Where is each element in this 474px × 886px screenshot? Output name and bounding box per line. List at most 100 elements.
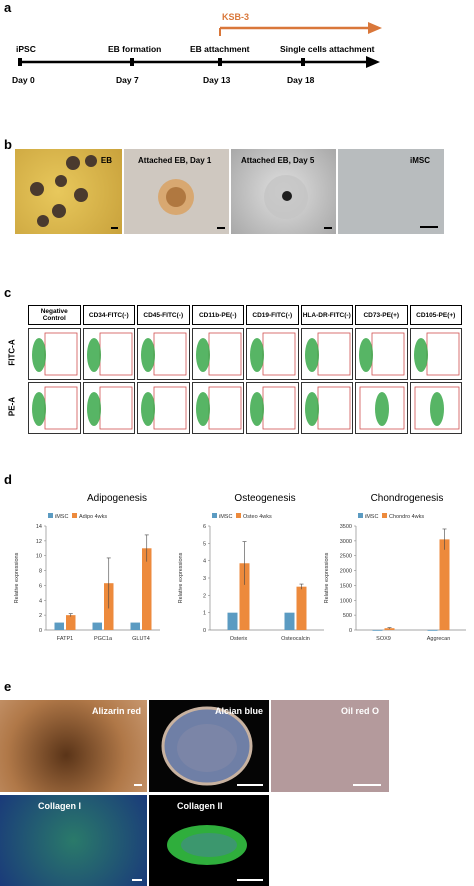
legend-swatch xyxy=(72,513,77,518)
scale-bar xyxy=(132,879,142,881)
tick-day7 xyxy=(130,58,134,66)
stage-single-cells: Single cells attachment xyxy=(280,44,375,54)
micrograph-label-eb: EB xyxy=(100,156,112,165)
panel-label-c: c xyxy=(4,285,12,300)
tick-day18 xyxy=(301,58,305,66)
scale-bar xyxy=(237,879,263,881)
micrograph-alizarin-red: Alizarin red xyxy=(0,700,147,792)
flow-header-6: CD73-PE(+) xyxy=(355,305,408,325)
chart-osteogenesis: iMSC Osteo 4wks 0 1 2 3 4 5 6 Relative expression… xyxy=(178,513,324,642)
micrograph-collagen-i: Collagen I xyxy=(0,795,147,886)
legend-swatch xyxy=(236,513,241,518)
stage-eb-formation: EB formation xyxy=(108,44,162,54)
treatment-arrow-head xyxy=(368,22,382,34)
flow-header-3: CD11b-PE(-) xyxy=(191,305,244,325)
y-tick-label: 4 xyxy=(203,559,206,565)
tick-day13 xyxy=(218,58,222,66)
bar xyxy=(142,548,152,630)
flow-plot xyxy=(191,328,244,380)
y-axis-label: Relative expressions xyxy=(14,552,20,603)
legend-swatch xyxy=(48,513,53,518)
flow-header-1: CD34-FITC(-) xyxy=(82,305,135,325)
legend-swatch xyxy=(212,513,217,518)
flow-plot xyxy=(137,328,190,380)
flow-row-label-0: FITC-A xyxy=(7,339,17,366)
y-axis-label: Relative expressions xyxy=(324,552,330,603)
bar xyxy=(239,563,250,630)
x-tick-label: Osterix xyxy=(230,636,248,642)
legend-label: iMSC xyxy=(219,514,232,520)
y-tick-label: 1000 xyxy=(340,598,352,604)
y-tick-label: 2 xyxy=(39,613,42,619)
bar xyxy=(130,622,140,630)
bar xyxy=(92,622,102,630)
micrograph-attached-eb-day5: Attached EB, Day 5 xyxy=(231,149,336,234)
flow-plot xyxy=(28,382,81,434)
y-tick-label: 2000 xyxy=(340,569,352,575)
y-tick-label: 0 xyxy=(39,628,42,634)
day-7: Day 7 xyxy=(116,75,139,85)
y-tick-label: 3000 xyxy=(340,539,352,545)
day-0: Day 0 xyxy=(12,75,35,85)
day-18: Day 18 xyxy=(287,75,315,85)
x-tick-label: FATP1 xyxy=(57,636,73,642)
scale-bar xyxy=(420,226,438,228)
bar xyxy=(66,615,76,630)
stain-label-collagen-ii: Collagen II xyxy=(177,801,223,811)
flow-plot xyxy=(82,382,135,434)
flow-header-4: CD19-FITC(-) xyxy=(246,305,299,325)
x-tick-label: GLUT4 xyxy=(132,636,150,642)
chart-title-chondrogenesis: Chondrogenesis xyxy=(370,493,444,504)
flow-row-label-1: PE-A xyxy=(7,396,17,417)
y-tick-label: 1 xyxy=(203,611,206,617)
scale-bar xyxy=(134,784,142,786)
micrograph-alcian-blue: Alcian blue xyxy=(149,700,269,792)
micrograph-oil-red-o: Oil red O xyxy=(271,700,389,792)
scale-bar xyxy=(217,227,225,229)
x-tick-label: Aggrecan xyxy=(427,636,451,642)
y-tick-label: 500 xyxy=(343,613,352,619)
scale-bar xyxy=(324,227,332,229)
micrograph-collagen-ii: Collagen II xyxy=(149,795,269,886)
micrograph-label-day5: Attached EB, Day 5 xyxy=(241,156,315,165)
flow-plot xyxy=(82,328,135,380)
flow-plot xyxy=(191,382,244,434)
flow-plot xyxy=(28,328,81,380)
legend-label: Chondro 4wks xyxy=(389,514,424,520)
stain-label-alcian-blue: Alcian blue xyxy=(214,706,263,716)
y-tick-label: 12 xyxy=(36,539,42,545)
flow-header-2: CD45-FITC(-) xyxy=(137,305,190,325)
bar xyxy=(427,629,438,631)
micrograph-imsc: iMSC xyxy=(338,149,444,234)
y-tick-label: 3 xyxy=(203,576,206,582)
y-tick-label: 5 xyxy=(203,541,206,547)
scale-bar xyxy=(353,784,381,786)
timeline-arrow-head xyxy=(366,56,380,68)
y-tick-label: 1500 xyxy=(340,583,352,589)
stain-label-oil-red-o: Oil red O xyxy=(340,706,379,716)
legend-label: iMSC xyxy=(365,514,378,520)
legend-label: Osteo 4wks xyxy=(243,514,272,520)
micrograph-attached-eb-day1: Attached EB, Day 1 xyxy=(124,149,229,234)
y-tick-label: 2500 xyxy=(340,554,352,560)
y-axis-label: Relative expressions xyxy=(178,552,184,603)
bar xyxy=(284,612,295,630)
scale-bar xyxy=(111,227,118,229)
y-tick-label: 3500 xyxy=(340,524,352,530)
day-13: Day 13 xyxy=(203,75,231,85)
flow-plot xyxy=(246,328,299,380)
chart-adipogenesis: iMSC Adipo 4wks 0 2 4 6 8 10 12 14 Relative expres… xyxy=(14,513,160,642)
x-tick-label: Osteocalcin xyxy=(281,636,310,642)
y-tick-label: 14 xyxy=(36,524,42,530)
bar xyxy=(227,612,238,630)
y-tick-label: 4 xyxy=(39,598,42,604)
y-tick-label: 2 xyxy=(203,593,206,599)
micrograph-label-day1: Attached EB, Day 1 xyxy=(138,156,212,165)
y-tick-label: 10 xyxy=(36,554,42,560)
chart-title-adipogenesis: Adipogenesis xyxy=(86,493,148,504)
treatment-label: KSB-3 xyxy=(222,12,250,22)
panel-label-e: e xyxy=(4,679,12,694)
stain-label-alizarin-red: Alizarin red xyxy=(91,706,141,716)
x-tick-label: SOX9 xyxy=(376,636,391,642)
x-tick-label: PGC1a xyxy=(94,636,113,642)
